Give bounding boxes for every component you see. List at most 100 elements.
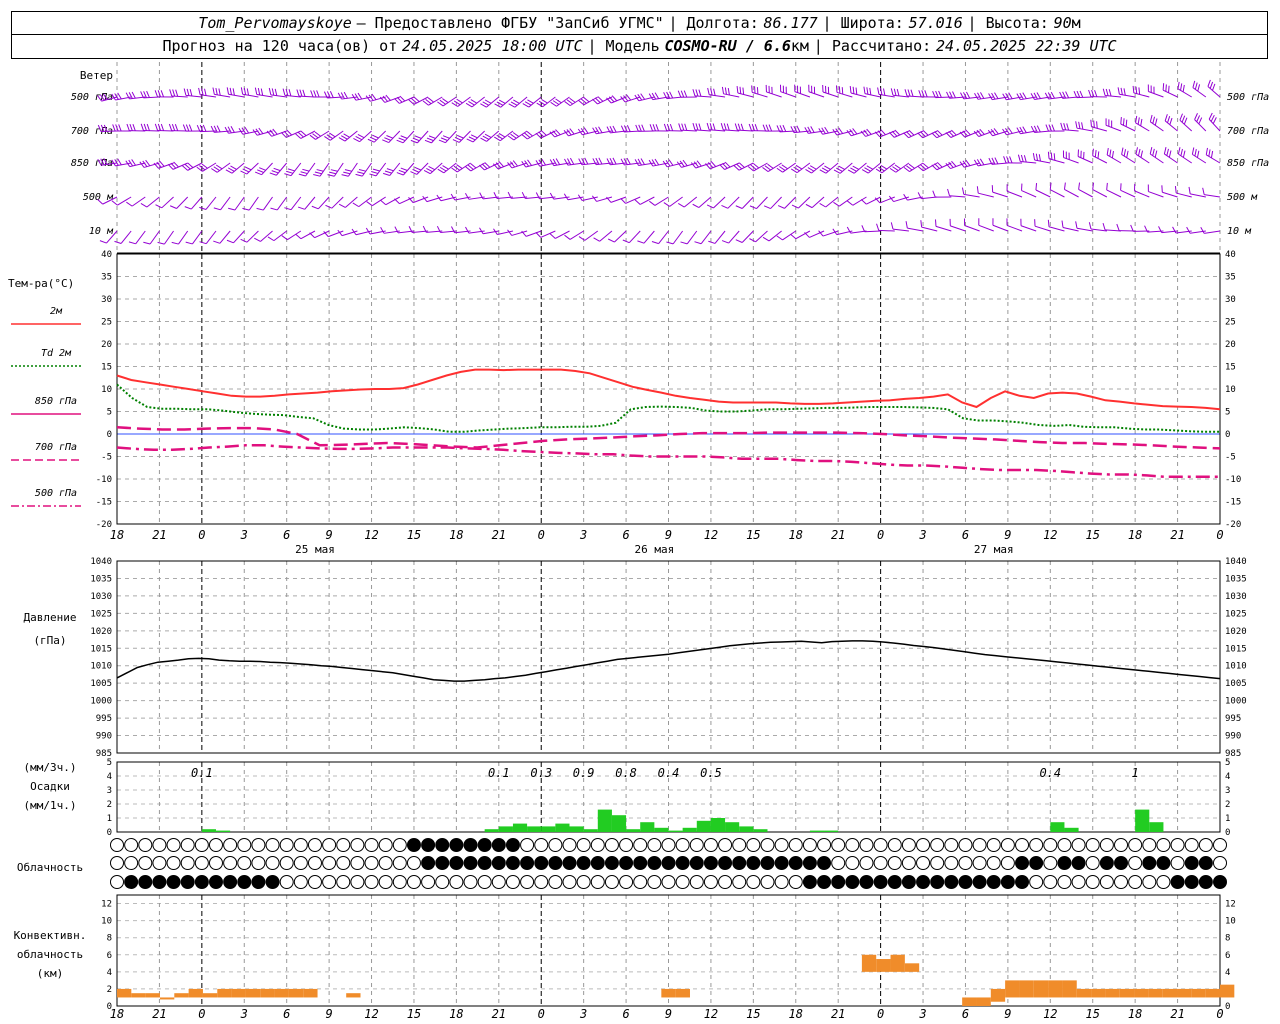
wind-barb-flag [1105, 88, 1109, 96]
precip-bar [215, 830, 231, 832]
cloud-cell [859, 875, 874, 889]
cloud-cell [802, 875, 817, 889]
wind-barb-flag [273, 167, 281, 172]
wind-barb-flag [611, 95, 618, 102]
wind-barb-flag [512, 160, 518, 167]
wind-barb-flag [508, 103, 516, 108]
wind-barb-flag [1093, 120, 1095, 128]
cloud-cell [194, 856, 209, 870]
wind-barb-flag [414, 135, 422, 139]
wind-barb-flag [426, 137, 434, 142]
pressure-tick-left: 1040 [90, 557, 112, 567]
conv-tick-left: 0 [107, 1002, 112, 1012]
pressure-unit: (гПа) [33, 634, 66, 647]
time-tick-label: 21 [492, 528, 506, 542]
conv-bar [1062, 980, 1077, 998]
wind-barb-flag [300, 171, 308, 175]
cloud-cell [166, 856, 181, 870]
conv-bar [675, 988, 690, 998]
wind-barb [780, 91, 796, 98]
day-label: 26 мая [634, 543, 674, 556]
cloud-cell [916, 856, 931, 870]
cloud-cell [1043, 838, 1058, 852]
cloud-cell [138, 838, 153, 852]
wind-barb-flag [655, 124, 659, 132]
time-tick-label-bottom: 18 [1128, 1007, 1142, 1021]
wind-barb-flag [549, 192, 555, 200]
wind-barb [723, 93, 740, 98]
wind-barb-flag [637, 94, 643, 101]
cloud-cell [1029, 838, 1044, 852]
wind-barb-flag [351, 93, 357, 101]
wind-barb-flag [1149, 114, 1153, 122]
wind-barb-flag [1033, 92, 1038, 100]
wind-barb-flag [169, 89, 173, 97]
cloud-cell [1071, 856, 1086, 870]
wind-barb-flag [681, 123, 685, 131]
wind-barb-flag [959, 161, 965, 168]
cloud-cell [647, 838, 662, 852]
wind-barb-flag [227, 167, 235, 172]
wind-barb-flag [637, 158, 642, 166]
cloud-cell [1213, 838, 1227, 852]
cloud-cell [718, 838, 733, 852]
cloud-cell [208, 856, 223, 870]
wind-barb-flag [1180, 148, 1183, 156]
wind-barb-flag [114, 159, 119, 166]
pressure-tick-left: 1020 [90, 627, 112, 637]
wind-barb-flag [255, 128, 261, 135]
precip-total-label: 1 [1132, 766, 1139, 780]
wind-barb-flag [199, 165, 206, 171]
wind-barb-flag [791, 204, 799, 209]
temp-tick-right: 30 [1225, 295, 1236, 305]
wind-barb-flag [934, 163, 940, 169]
series-pressure [116, 640, 1221, 682]
wind-barb-flag [1075, 221, 1078, 229]
cloud-cell [845, 875, 860, 889]
wind-barb-flag [510, 101, 518, 106]
wind-barb-flag [267, 236, 275, 242]
wind-barb-flag [723, 123, 727, 131]
wind-barb [260, 230, 273, 242]
wind-barb-flag [482, 101, 490, 106]
pressure-tick-left: 1005 [90, 679, 112, 689]
cloud-cell [463, 838, 478, 852]
wind-barb-flag [384, 137, 392, 141]
cloud-cell [831, 856, 846, 870]
conv-bar [1033, 980, 1049, 998]
wind-barb-flag [684, 123, 688, 131]
wind-barb-flag [850, 167, 857, 172]
wind-barb-flag [1005, 92, 1010, 100]
wind-barb-flag [427, 97, 434, 103]
cloud-cell [322, 875, 337, 889]
wind-barb-flag [838, 86, 841, 94]
wind-barb [178, 230, 189, 245]
wind-barb-flag [747, 166, 754, 172]
wind-barb [482, 230, 499, 235]
wind-barb-flag [962, 130, 968, 137]
wind-barb [1076, 227, 1093, 232]
wind-barb-flag [313, 174, 321, 177]
precip-bar [512, 823, 528, 832]
wind-barb-flag [1078, 121, 1081, 129]
day-label: 25 мая [295, 543, 335, 556]
precip-total-label: 0.1 [191, 766, 213, 780]
wind-barb-flag [623, 125, 628, 133]
cloud-cell [887, 856, 902, 870]
cloud-cell [576, 838, 591, 852]
wind-barb [1064, 189, 1079, 198]
cloud-cell [1170, 856, 1185, 870]
cloud-cell [1184, 875, 1199, 889]
pressure-title: Давление [24, 611, 77, 624]
wind-barb [176, 196, 189, 209]
cloud-cell [1128, 856, 1143, 870]
wind-barb [331, 196, 344, 209]
wind-barb-flag [465, 226, 470, 234]
cloud-cell [817, 856, 832, 870]
wind-barb-flag [99, 240, 107, 244]
time-tick-label: 21 [831, 528, 845, 542]
wind-barb [909, 162, 924, 173]
wind-barb [596, 196, 613, 202]
wind-level-label-right: 10 м [1227, 226, 1252, 237]
wind-barb-flag [924, 90, 928, 98]
